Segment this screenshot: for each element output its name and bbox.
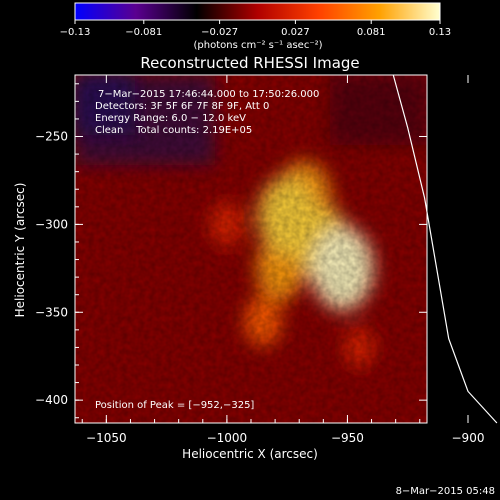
annotation-time-range: 7−Mar−2015 17:46:44.000 to 17:50:26.000 — [98, 89, 319, 100]
annotation-energy-range: Energy Range: 6.0 − 12.0 keV — [95, 113, 246, 124]
colorbar-ticks: −0.13 −0.081 −0.027 0.027 0.081 0.13 — [60, 20, 451, 38]
colorbar — [74, 2, 441, 21]
colorbar-tick-label: 0.13 — [429, 27, 451, 38]
colorbar-tick-label: −0.027 — [201, 27, 238, 38]
y-axis-label: Heliocentric Y (arcsec) — [13, 183, 27, 318]
solar-limb-curve — [392, 74, 498, 424]
x-tick-label: −1000 — [207, 431, 248, 445]
colorbar-tick-label: −0.081 — [125, 27, 162, 38]
y-tick-label: −400 — [35, 393, 68, 407]
x-tick-label: −1050 — [86, 431, 127, 445]
annotation-detectors: Detectors: 3F 5F 6F 7F 8F 9F, Att 0 — [95, 101, 269, 112]
x-tick-label: −900 — [452, 431, 485, 445]
axis-ticks: −1050 −1000 −950 −900 −250 −300 −350 −400 — [35, 75, 484, 445]
y-tick-label: −300 — [35, 217, 68, 231]
colorbar-units-label: (photons cm⁻² s⁻¹ asec⁻²) — [193, 40, 322, 51]
footer-timestamp: 8−Mar−2015 05:48 — [396, 486, 495, 497]
x-axis-label: Heliocentric X (arcsec) — [182, 447, 318, 461]
colorbar-tick-label: 0.027 — [281, 27, 310, 38]
annotation-clean-counts: Clean Total counts: 2.19E+05 — [95, 125, 252, 136]
peak-position-label: Position of Peak = [−952,−325] — [95, 400, 254, 411]
y-tick-label: −350 — [35, 305, 68, 319]
x-tick-label: −950 — [331, 431, 364, 445]
y-tick-label: −250 — [35, 130, 68, 144]
plot-area — [75, 75, 427, 423]
colorbar-tick-label: −0.13 — [60, 27, 91, 38]
colorbar-tick-label: 0.081 — [357, 27, 386, 38]
chart-title: Reconstructed RHESSI Image — [140, 54, 359, 72]
